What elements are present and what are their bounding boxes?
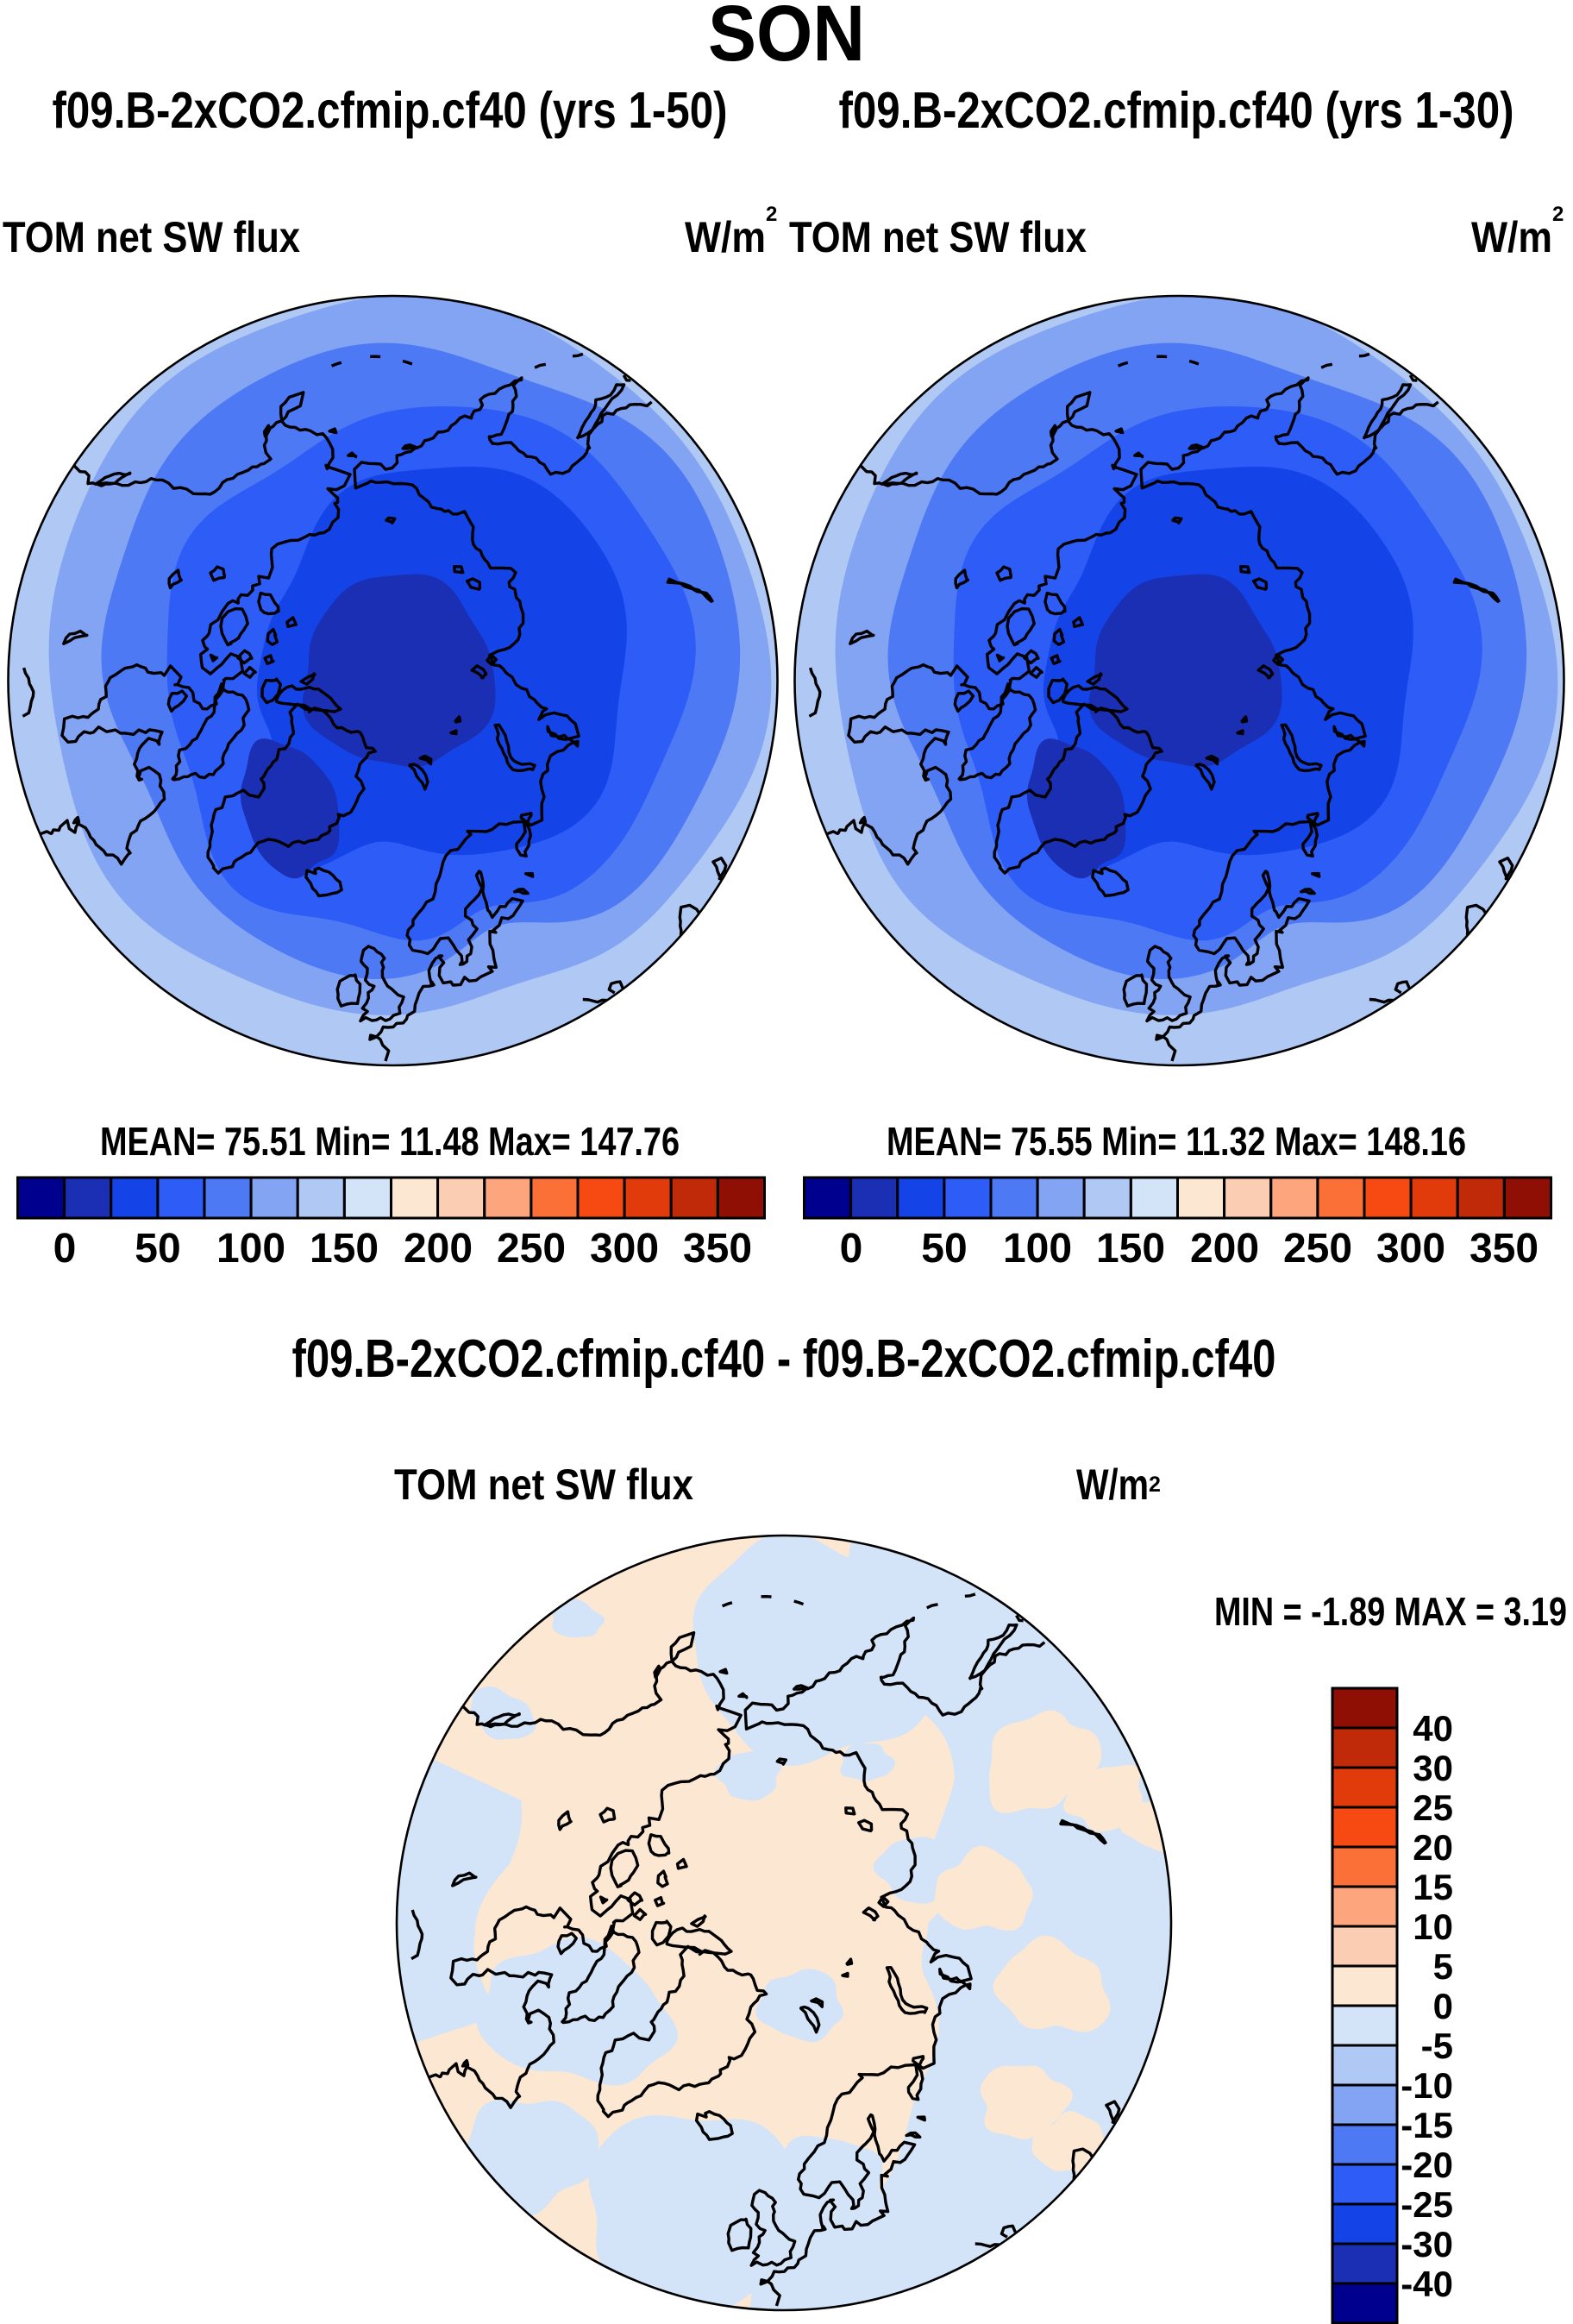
svg-text:SON: SON bbox=[708, 0, 865, 78]
svg-text:-15: -15 bbox=[1401, 2105, 1453, 2145]
svg-text:-30: -30 bbox=[1401, 2224, 1453, 2264]
svg-text:200: 200 bbox=[1190, 1226, 1259, 1272]
svg-text:W/m: W/m bbox=[1076, 1460, 1149, 1509]
svg-text:50: 50 bbox=[921, 1226, 967, 1272]
svg-text:50: 50 bbox=[135, 1226, 180, 1272]
svg-text:300: 300 bbox=[590, 1226, 659, 1272]
svg-text:20: 20 bbox=[1413, 1827, 1453, 1868]
svg-text:150: 150 bbox=[310, 1226, 379, 1272]
svg-text:250: 250 bbox=[497, 1226, 566, 1272]
svg-text:150: 150 bbox=[1096, 1226, 1165, 1272]
svg-text:250: 250 bbox=[1283, 1226, 1352, 1272]
svg-text:350: 350 bbox=[1470, 1226, 1539, 1272]
svg-text:W/m: W/m bbox=[685, 213, 766, 261]
svg-text:f09.B-2xCO2.cfmip.cf40 - f09.B: f09.B-2xCO2.cfmip.cf40 - f09.B-2xCO2.cfm… bbox=[292, 1329, 1276, 1389]
svg-text:TOM net SW flux: TOM net SW flux bbox=[394, 1460, 693, 1509]
svg-text:30: 30 bbox=[1413, 1748, 1453, 1788]
svg-text:-20: -20 bbox=[1401, 2145, 1453, 2185]
svg-text:-40: -40 bbox=[1401, 2264, 1453, 2304]
svg-text:-5: -5 bbox=[1421, 2026, 1453, 2066]
svg-text:200: 200 bbox=[404, 1226, 473, 1272]
svg-text:MIN = -1.89 MAX = 3.19: MIN = -1.89 MAX = 3.19 bbox=[1214, 1589, 1567, 1634]
svg-text:40: 40 bbox=[1413, 1708, 1453, 1749]
svg-text:25: 25 bbox=[1413, 1787, 1453, 1828]
svg-text:2: 2 bbox=[766, 203, 777, 226]
svg-text:350: 350 bbox=[683, 1226, 752, 1272]
svg-text:15: 15 bbox=[1413, 1867, 1453, 1907]
svg-text:0: 0 bbox=[840, 1226, 863, 1272]
svg-text:MEAN= 75.55 Min= 11.32 Max: MEAN= 75.55 Min= 11.32 Max= 148.16 bbox=[887, 1119, 1466, 1164]
svg-text:f09.B-2xCO2.cfmip.cf40 (yrs 1-: f09.B-2xCO2.cfmip.cf40 (yrs 1-30) bbox=[839, 82, 1514, 139]
svg-text:10: 10 bbox=[1413, 1906, 1453, 1947]
svg-text:TOM net SW flux: TOM net SW flux bbox=[789, 213, 1087, 261]
svg-text:0: 0 bbox=[1433, 1986, 1453, 2026]
svg-text:TOM net SW flux: TOM net SW flux bbox=[3, 213, 300, 261]
svg-text:2: 2 bbox=[1552, 203, 1564, 226]
svg-text:5: 5 bbox=[1433, 1946, 1453, 1987]
svg-text:300: 300 bbox=[1376, 1226, 1445, 1272]
svg-text:2: 2 bbox=[1149, 1473, 1161, 1497]
svg-text:W/m: W/m bbox=[1471, 213, 1552, 261]
svg-text:MEAN= 75.51 Min= 11.48 Max: MEAN= 75.51 Min= 11.48 Max= 147.76 bbox=[100, 1119, 680, 1164]
svg-text:100: 100 bbox=[1003, 1226, 1072, 1272]
svg-text:100: 100 bbox=[216, 1226, 285, 1272]
svg-text:-10: -10 bbox=[1401, 2065, 1453, 2106]
svg-text:0: 0 bbox=[53, 1226, 77, 1272]
svg-text:-25: -25 bbox=[1401, 2184, 1453, 2225]
svg-text:f09.B-2xCO2.cfmip.cf40 (yrs 1-: f09.B-2xCO2.cfmip.cf40 (yrs 1-50) bbox=[53, 82, 728, 139]
